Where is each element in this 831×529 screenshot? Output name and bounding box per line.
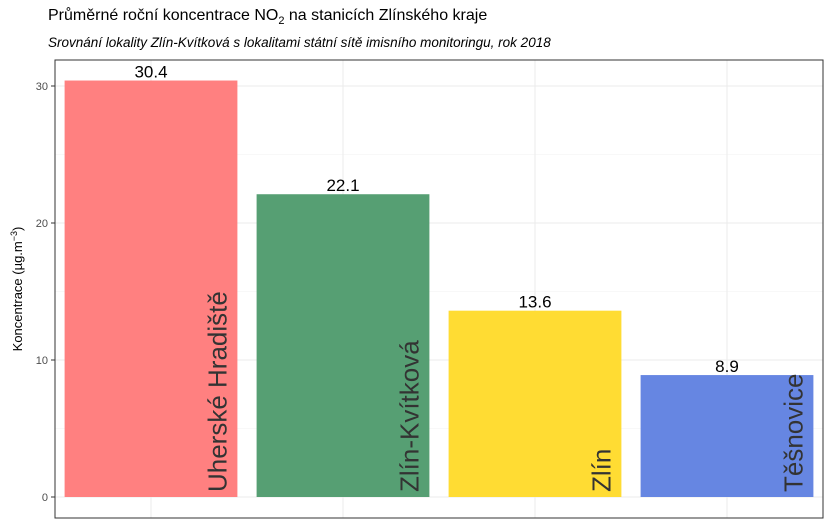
bar-value-label: 8.9	[715, 357, 739, 376]
bar	[256, 194, 430, 498]
bar-value-label: 13.6	[518, 293, 551, 312]
plot-panel-border	[54, 59, 824, 519]
bar-value-label: 22.1	[326, 176, 359, 195]
bar-category-label: Zlín	[586, 449, 616, 492]
bar-value-label: 30.4	[134, 63, 167, 82]
chart-subtitle: Srovnání lokality Zlín-Kvítková s lokali…	[48, 35, 551, 50]
bar	[64, 80, 238, 498]
y-axis-title: Koncentrace (µg.m−3)	[9, 227, 25, 352]
chart-title: Průměrné roční koncentrace NO2 na stanic…	[48, 7, 488, 28]
y-tick-label: 10	[36, 355, 48, 367]
bar-category-label: Uherské Hradiště	[202, 291, 232, 492]
y-tick-label: 20	[36, 218, 48, 230]
bar-category-label: Zlín-Kvítková	[394, 340, 424, 492]
y-tick-label: 30	[36, 81, 48, 93]
bar	[448, 310, 622, 497]
bar	[640, 375, 814, 497]
y-tick-label: 0	[42, 492, 48, 504]
y-axis: 0 10 20 30	[36, 81, 55, 504]
bars: 30.4 Uherské Hradiště 22.1 Zlín-Kvítková 13.…	[64, 63, 814, 498]
bar-category-label: Těšnovice	[778, 374, 808, 493]
